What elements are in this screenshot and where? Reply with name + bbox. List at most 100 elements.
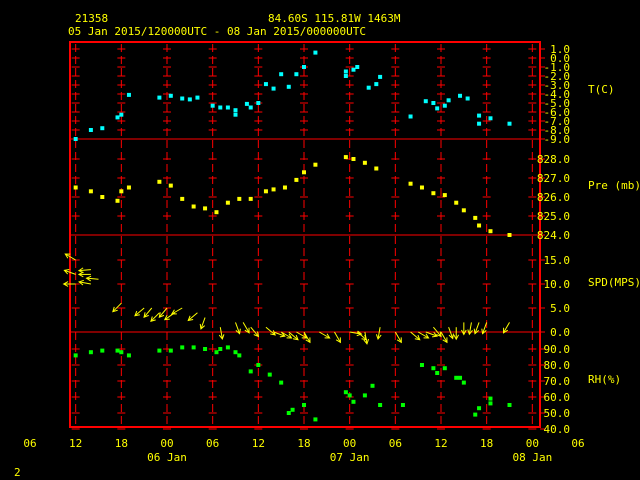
pressure-point xyxy=(237,196,242,201)
wind-vector xyxy=(468,322,472,335)
humidity-point xyxy=(248,369,253,374)
wind-vector-head xyxy=(423,333,430,339)
x-tick-label: 00 xyxy=(160,437,173,450)
pressure-point xyxy=(408,181,413,186)
x-tick-label: 00 xyxy=(526,437,539,450)
temperature-point xyxy=(366,85,371,90)
wind-vector xyxy=(280,331,292,339)
humidity-point xyxy=(100,348,105,353)
x-tick-label: 12 xyxy=(252,437,265,450)
y-tick-label: 40.0 xyxy=(544,423,571,436)
wind-vector xyxy=(200,317,206,330)
pressure-point xyxy=(302,170,306,175)
humidity-point xyxy=(115,348,120,353)
pressure-point xyxy=(351,157,356,161)
temperature-point xyxy=(431,101,436,105)
y-tick-label: 824.0 xyxy=(537,229,570,242)
humidity-axis-label: RH(%) xyxy=(588,373,621,386)
wind-vector-head xyxy=(77,271,84,278)
pressure-point xyxy=(477,223,482,228)
y-tick-label: -7.0 xyxy=(544,115,571,128)
wind-vector xyxy=(364,331,368,344)
humidity-point xyxy=(400,403,405,407)
wind-vector xyxy=(143,307,153,318)
wind-vector xyxy=(334,331,341,343)
y-tick-label: -8.0 xyxy=(544,124,571,137)
pressure-point xyxy=(157,179,162,184)
wind-vector-head xyxy=(448,333,454,340)
temperature-point xyxy=(423,99,428,104)
wind-vector-head xyxy=(375,334,382,341)
wind-vector xyxy=(158,307,168,318)
y-tick-label: 828.0 xyxy=(537,153,570,166)
pressure-point xyxy=(168,183,173,188)
temperature-point xyxy=(73,137,78,141)
temperature-axis-label: T(C) xyxy=(588,83,615,96)
pressure-point xyxy=(191,204,196,209)
wind-vector-head xyxy=(158,312,165,318)
wind-vector xyxy=(318,331,330,339)
y-tick-label: 80.0 xyxy=(544,359,571,372)
humidity-point xyxy=(454,375,459,380)
wind-axis-label: SPD(MPS) xyxy=(588,276,640,289)
y-tick-label: 60.0 xyxy=(544,391,571,404)
pressure-point xyxy=(294,177,299,182)
wind-vector xyxy=(482,322,488,334)
y-tick-label: -9.0 xyxy=(544,133,571,146)
wind-vector xyxy=(134,307,145,317)
pressure-point xyxy=(88,189,93,194)
humidity-point xyxy=(119,350,124,355)
temperature-point xyxy=(351,67,356,72)
wind-vector xyxy=(303,331,311,343)
wind-vector-head xyxy=(414,334,421,341)
humidity-point xyxy=(473,412,478,417)
temperature-point xyxy=(507,121,512,126)
temperature-point xyxy=(477,113,482,118)
pressure-point xyxy=(119,189,124,194)
wind-vector-head xyxy=(163,314,170,321)
temperature-point xyxy=(378,74,383,79)
wind-vector-head xyxy=(134,310,140,317)
temperature-point xyxy=(115,115,120,120)
humidity-point xyxy=(362,393,367,398)
pressure-point xyxy=(214,210,219,215)
humidity-point xyxy=(347,393,352,398)
temperature-point xyxy=(477,121,482,126)
wind-vector-head xyxy=(199,323,206,330)
x-tick-label: 12 xyxy=(69,437,82,450)
humidity-point xyxy=(126,353,131,358)
temperature-point xyxy=(435,106,440,111)
pressure-point xyxy=(442,193,447,198)
wind-vector-head xyxy=(253,331,260,338)
wind-vector-head xyxy=(77,267,84,274)
pressure-point xyxy=(362,160,367,165)
temperature-point xyxy=(157,95,162,100)
temperature-point xyxy=(294,72,299,77)
wind-vector xyxy=(425,331,438,337)
wind-vector xyxy=(187,312,198,321)
humidity-point xyxy=(488,396,493,401)
wind-vector xyxy=(273,331,286,337)
wind-vector xyxy=(112,302,122,313)
pressure-point xyxy=(203,206,208,211)
temperature-point xyxy=(119,112,124,117)
wind-vector xyxy=(86,277,99,280)
pressure-point xyxy=(73,185,78,190)
wind-vector-head xyxy=(305,337,311,344)
x-tick-label: 06 xyxy=(23,437,36,450)
pressure-point xyxy=(263,189,268,194)
wind-vector xyxy=(503,322,510,334)
wind-vector-head xyxy=(187,315,194,322)
humidity-point xyxy=(168,348,173,353)
x-day-label: 06 Jan xyxy=(147,451,187,464)
x-tick-label: 06 xyxy=(389,437,402,450)
y-tick-label: 90.0 xyxy=(544,343,571,356)
wind-vector-head xyxy=(453,334,460,341)
y-tick-label: 50.0 xyxy=(544,407,571,420)
y-tick-label: 5.0 xyxy=(550,302,570,315)
temperature-point xyxy=(279,72,284,77)
temperature-point xyxy=(313,50,318,55)
temperature-point xyxy=(465,96,470,101)
temperature-point xyxy=(210,103,215,108)
